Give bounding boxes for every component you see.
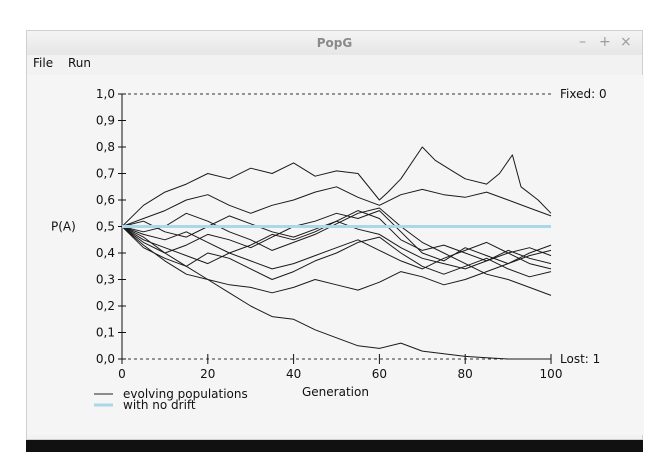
population-line-2 <box>121 186 552 227</box>
plot-area: 0,0 0,1 0,2 0,3 0,4 0,5 0,6 0,7 0,8 0,9 1,0 0 20 40 60… <box>27 75 644 435</box>
y-tick-label: 0,2 <box>96 299 115 313</box>
x-tick-label: 0 <box>118 367 126 381</box>
y-tick-label: 0,0 <box>96 352 115 366</box>
y-tick-label: 0,3 <box>96 273 115 287</box>
window-shadow-bar <box>26 440 643 452</box>
menu-file[interactable]: File <box>33 56 54 70</box>
legend-no-drift-label: with no drift <box>123 398 196 412</box>
maximize-icon[interactable]: + <box>599 34 611 50</box>
app-window: PopG – + × File Run 0,0 0,1 0,2 0,3 0,4 0,5 0,… <box>26 30 644 440</box>
population-line-3 <box>121 226 551 360</box>
y-tick-label: 0,5 <box>96 220 115 234</box>
population-line-10 <box>121 226 552 270</box>
population-line-8 <box>121 226 552 294</box>
population-line-1 <box>121 146 552 227</box>
population-line-4 <box>121 207 552 296</box>
y-tick-label: 0,7 <box>96 167 115 181</box>
fixed-count-label: Fixed: 0 <box>560 87 607 101</box>
x-axis-label: Generation <box>302 385 369 399</box>
minimize-icon[interactable]: – <box>579 34 586 50</box>
y-tick-label: 0,4 <box>96 246 115 260</box>
y-tick-label: 0,1 <box>96 326 115 340</box>
menu-bar: File Run <box>27 55 642 73</box>
population-line-9 <box>121 215 552 270</box>
menu-run[interactable]: Run <box>68 56 92 70</box>
window-title: PopG <box>316 36 353 50</box>
x-tick-label: 20 <box>200 367 215 381</box>
y-tick-label: 1,0 <box>96 87 115 101</box>
population-line-6 <box>121 226 552 280</box>
y-tick-label: 0,8 <box>96 140 115 154</box>
x-tick-label: 60 <box>372 367 387 381</box>
x-tick-label: 40 <box>286 367 301 381</box>
y-tick-label: 0,9 <box>96 114 115 128</box>
y-tick-label: 0,6 <box>96 193 115 207</box>
title-bar[interactable]: PopG – + × <box>27 31 642 56</box>
simulation-chart: 0,0 0,1 0,2 0,3 0,4 0,5 0,6 0,7 0,8 0,9 1,0 0 20 40 60… <box>51 87 607 412</box>
y-axis-label: P(A) <box>51 220 76 234</box>
lost-count-label: Lost: 1 <box>560 352 600 366</box>
x-tick-label: 80 <box>458 367 473 381</box>
x-tick-label: 100 <box>540 367 563 381</box>
close-icon[interactable]: × <box>620 34 632 50</box>
legend-evolving-label: evolving populations <box>123 387 248 401</box>
population-line-5 <box>121 210 552 265</box>
